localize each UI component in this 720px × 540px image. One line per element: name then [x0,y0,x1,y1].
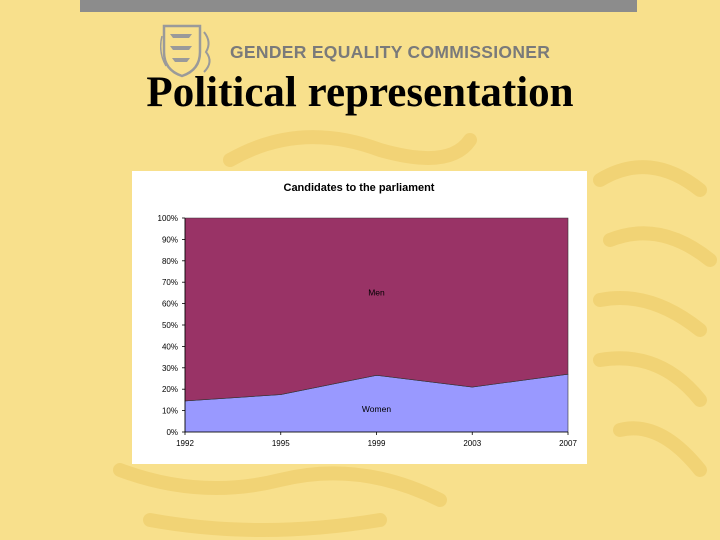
estonian-coat-of-arms-icon [160,24,211,78]
x-tick-label: 1999 [368,439,386,448]
org-name: GENDER EQUALITY COMMISSIONER [230,42,551,62]
y-tick-label: 10% [162,407,178,416]
y-tick-label: 80% [162,257,178,266]
y-tick-label: 60% [162,300,178,309]
x-tick-label: 2007 [559,439,577,448]
series-label-women: Women [362,404,391,414]
y-tick-label: 30% [162,364,178,373]
chart-title: Candidates to the parliament [284,182,435,194]
x-tick-label: 1995 [272,439,290,448]
area-chart: Candidates to the parliament Women Men 0% 1… [158,182,578,448]
chart-panel: Candidates to the parliament Women Men 0% 1… [132,171,587,464]
series-label-men: Men [368,287,385,297]
y-tick-label: 50% [162,321,178,330]
y-tick-label: 0% [166,428,178,437]
y-tick-label: 90% [162,235,178,244]
x-tick-label: 1992 [176,439,194,448]
x-tick-label: 2003 [463,439,481,448]
area-series-men [184,217,569,402]
top-bar [80,0,637,12]
y-tick-label: 70% [162,278,178,287]
y-tick-label: 20% [162,385,178,394]
y-tick-label: 100% [158,214,178,223]
slide-title: Political representation [146,69,574,116]
y-tick-label: 40% [162,342,178,351]
